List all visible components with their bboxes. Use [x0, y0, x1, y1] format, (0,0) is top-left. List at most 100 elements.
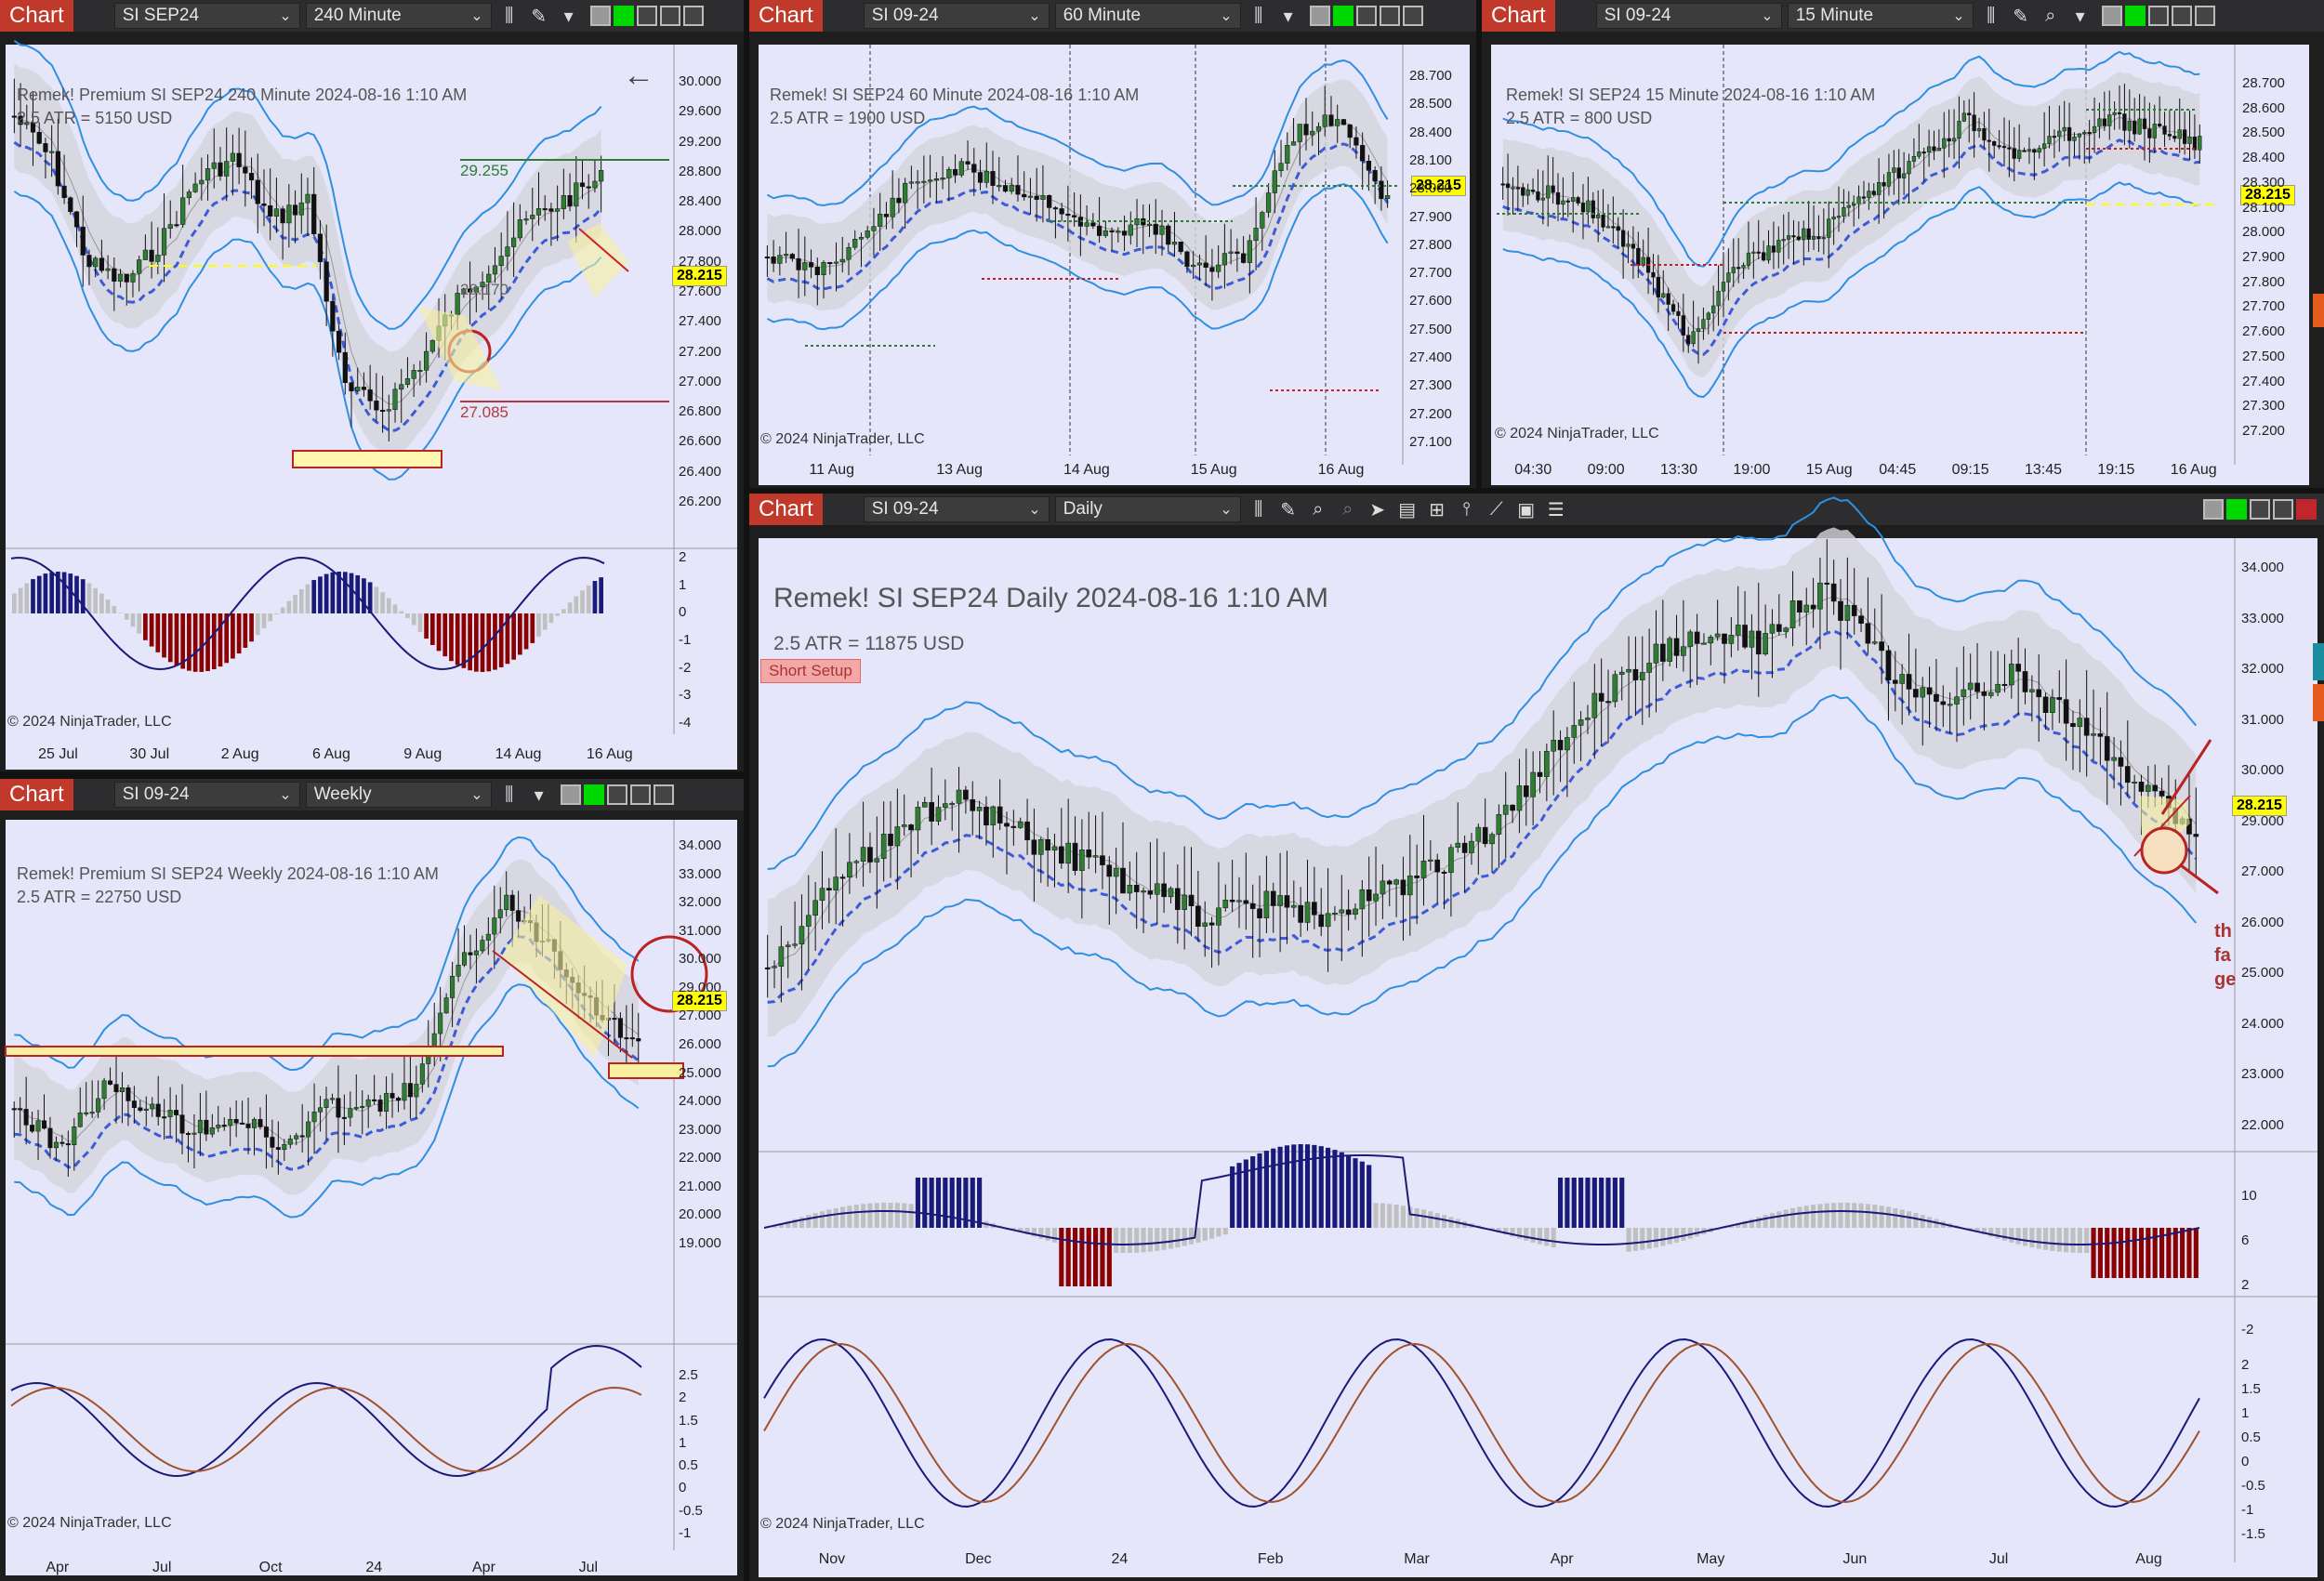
dropdown-arrow-icon[interactable]: ▾: [2075, 6, 2085, 27]
chart-menu-button[interactable]: Chart: [749, 494, 823, 525]
minimize-button[interactable]: [2147, 6, 2169, 26]
dropdown-arrow-icon[interactable]: ▾: [534, 784, 544, 806]
sync-button[interactable]: [2226, 499, 2247, 520]
instrument-value: SI SEP24: [122, 6, 200, 25]
upper-level-label: 29.255: [460, 162, 508, 179]
maximize-button[interactable]: [2171, 6, 2192, 26]
candle-body: [1154, 883, 1160, 895]
candle-body: [956, 789, 962, 804]
candle-body: [574, 182, 579, 207]
axis-tick-label: 27.400: [1409, 349, 1452, 366]
bars-style-icon[interactable]: ⫼: [1254, 5, 1263, 26]
candle-body: [1992, 141, 1997, 146]
chart-menu-button[interactable]: Chart: [0, 0, 73, 32]
dropdown-arrow-icon[interactable]: ▾: [1283, 6, 1293, 27]
drawing-tool-icon[interactable]: ✎: [1280, 499, 1297, 520]
instrument-selector[interactable]: SI SEP24 ⌄: [113, 3, 300, 29]
axis-tick-label: 27.100: [1409, 434, 1452, 450]
candle-body: [330, 300, 336, 332]
candle-body: [929, 802, 934, 822]
candle-body: [2072, 137, 2077, 141]
bars-style-icon[interactable]: ⫼: [505, 5, 514, 26]
bars-style-icon[interactable]: ⫼: [1987, 5, 1996, 26]
candle-body: [764, 257, 770, 259]
zoom-out-icon[interactable]: ⌕: [1342, 498, 1353, 520]
dropdown-arrow-icon[interactable]: ▾: [563, 6, 574, 27]
candle-body: [486, 273, 492, 283]
instrument-selector[interactable]: SI 09-24 ⌄: [1595, 3, 1782, 29]
bars-style-icon[interactable]: ⫼: [505, 784, 514, 805]
candle-body: [846, 246, 852, 260]
sync-button[interactable]: [583, 784, 604, 805]
strategies-icon[interactable]: ⟋: [1489, 498, 1503, 520]
properties-icon[interactable]: ⊞: [1429, 499, 1446, 520]
maximize-button[interactable]: [1379, 6, 1400, 26]
histogram-bar: [318, 576, 323, 613]
histogram-bar: [555, 613, 560, 616]
candle-body: [839, 258, 845, 263]
candle-body: [456, 965, 461, 977]
link-button[interactable]: [2203, 499, 2224, 520]
candle-body: [878, 214, 883, 227]
histogram-bar: [1024, 1228, 1030, 1235]
instrument-selector[interactable]: SI 09-24 ⌄: [863, 496, 1050, 522]
zoom-icon[interactable]: ⌕: [2045, 5, 2056, 26]
interval-selector[interactable]: 240 Minute ⌄: [305, 3, 492, 29]
list-icon[interactable]: ☰: [1547, 499, 1565, 520]
interval-selector[interactable]: Daily ⌄: [1054, 496, 1241, 522]
sync-button[interactable]: [1332, 6, 1353, 26]
candle-body: [940, 178, 945, 180]
indicators-icon[interactable]: ⫯: [1462, 498, 1472, 520]
drawing-tool-icon[interactable]: ✎: [531, 6, 548, 27]
back-arrow-icon[interactable]: ←: [623, 58, 654, 93]
histogram-bar: [468, 613, 472, 671]
minimize-button[interactable]: [2250, 499, 2270, 520]
close-button[interactable]: [1402, 6, 1423, 26]
candle-body: [1546, 185, 1551, 199]
axis-tick-label: 0.5: [2241, 1429, 2261, 1445]
data-box-icon[interactable]: ▤: [1398, 499, 1417, 520]
maximize-button[interactable]: [2273, 499, 2293, 520]
close-button[interactable]: [2296, 499, 2317, 520]
link-button[interactable]: [2101, 6, 2122, 26]
instrument-selector[interactable]: SI 09-24 ⌄: [113, 782, 300, 808]
histogram-bar: [442, 613, 448, 657]
sync-button[interactable]: [613, 6, 634, 26]
interval-selector[interactable]: Weekly ⌄: [305, 782, 492, 808]
side-tab-teal[interactable]: [2313, 643, 2324, 680]
maximize-button[interactable]: [629, 784, 651, 805]
drawing-tool-icon[interactable]: ✎: [2013, 6, 2029, 27]
side-tab-orange-2[interactable]: [2313, 684, 2324, 721]
candle-body: [386, 409, 391, 412]
bars-style-icon[interactable]: ⫼: [1254, 498, 1263, 520]
instrument-selector[interactable]: SI 09-24 ⌄: [863, 3, 1050, 29]
pointer-icon[interactable]: ➤: [1369, 499, 1386, 520]
link-button[interactable]: [589, 6, 611, 26]
chart-menu-button[interactable]: Chart: [0, 779, 73, 810]
chart-menu-button[interactable]: Chart: [1482, 0, 1555, 32]
candle-body: [1195, 905, 1201, 927]
close-button[interactable]: [682, 6, 704, 26]
interval-selector[interactable]: 15 Minute ⌄: [1787, 3, 1974, 29]
histogram-bar: [2172, 1228, 2178, 1278]
candle-body: [1676, 310, 1681, 316]
close-button[interactable]: [653, 784, 674, 805]
minimize-button[interactable]: [636, 6, 657, 26]
axis-tick-label: 23.000: [679, 1121, 721, 1138]
axis-tick-label: 26.000: [679, 1036, 721, 1052]
chart-menu-button[interactable]: Chart: [749, 0, 823, 32]
axis-tick-label: 28.500: [2242, 125, 2285, 141]
histogram-bar: [1100, 1228, 1105, 1286]
zoom-in-icon[interactable]: ⌕: [1313, 498, 1324, 520]
link-button[interactable]: [560, 784, 581, 805]
minimize-button[interactable]: [1355, 6, 1377, 26]
sync-button[interactable]: [2124, 6, 2146, 26]
link-button[interactable]: [1309, 6, 1330, 26]
atr-label: 2.5 ATR = 1900 USD: [770, 109, 926, 127]
minimize-button[interactable]: [606, 784, 627, 805]
maximize-button[interactable]: [659, 6, 680, 26]
interval-selector[interactable]: 60 Minute ⌄: [1054, 3, 1241, 29]
close-button[interactable]: [2194, 6, 2215, 26]
side-tab-orange[interactable]: [2313, 294, 2324, 327]
templates-icon[interactable]: ▣: [1517, 499, 1536, 520]
